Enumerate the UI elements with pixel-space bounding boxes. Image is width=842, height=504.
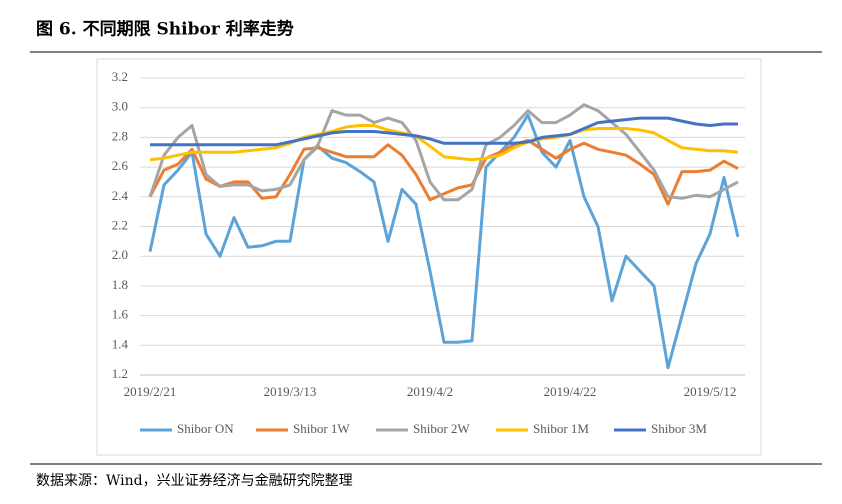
y-tick-label: 2.0: [112, 247, 128, 262]
legend-label: Shibor 1M: [533, 421, 589, 436]
x-tick-label: 2019/5/12: [684, 384, 737, 399]
series-line: [149, 124, 739, 162]
legend-label: Shibor 3M: [651, 421, 707, 436]
x-tick-label: 2019/4/22: [544, 384, 597, 399]
series-line: [150, 116, 738, 147]
y-tick-label: 1.4: [112, 336, 129, 351]
y-tick-label: 2.4: [112, 188, 129, 203]
legend-label: Shibor ON: [177, 421, 234, 436]
x-tick-label: 2019/3/13: [264, 384, 317, 399]
y-tick-label: 2.8: [112, 128, 128, 143]
series-line: [148, 113, 740, 370]
x-tick-label: 2019/2/21: [124, 384, 177, 399]
chart-frame: [96, 58, 762, 456]
y-tick-label: 2.2: [112, 217, 128, 232]
title: 图 6. 不同期限 Shibor 利率走势: [36, 19, 294, 40]
y-tick-label: 3.2: [112, 69, 128, 84]
y-tick-label: 2.6: [112, 158, 129, 173]
x-tick-label: 2019/4/2: [407, 384, 453, 399]
y-tick-label: 1.2: [112, 366, 128, 381]
series-line: [148, 103, 739, 202]
source: 数据来源：Wind，兴业证券经济与金融研究院整理: [36, 473, 353, 489]
y-tick-label: 3.0: [112, 99, 128, 114]
series-line: [148, 138, 739, 206]
legend-label: Shibor 1W: [293, 421, 350, 436]
y-tick-label: 1.6: [112, 307, 129, 322]
y-tick-label: 1.8: [112, 277, 128, 292]
legend-label: Shibor 2W: [413, 421, 470, 436]
